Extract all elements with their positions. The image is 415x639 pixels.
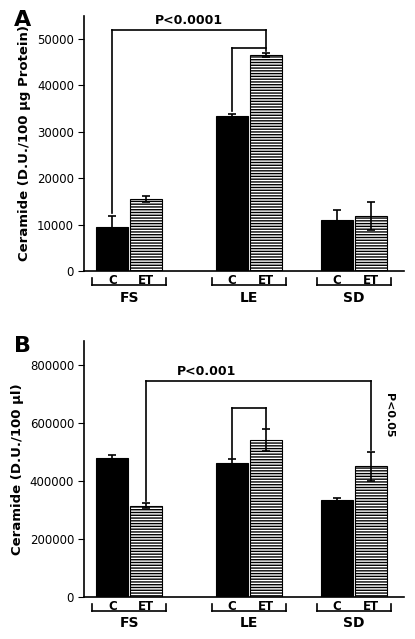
Text: P<0.05: P<0.05: [384, 394, 394, 438]
Bar: [355, 466, 387, 597]
Text: FS: FS: [120, 616, 139, 630]
Bar: [130, 505, 162, 597]
Bar: [216, 463, 248, 597]
Bar: [321, 220, 353, 272]
Bar: [250, 440, 282, 597]
Y-axis label: Ceramide (D.U./100 μg Protein): Ceramide (D.U./100 μg Protein): [19, 26, 32, 261]
Text: SD: SD: [343, 616, 365, 630]
Bar: [130, 199, 162, 272]
Text: SD: SD: [343, 291, 365, 305]
Bar: [250, 55, 282, 272]
Bar: [321, 500, 353, 597]
Text: A: A: [14, 10, 32, 31]
Text: FS: FS: [120, 291, 139, 305]
Text: B: B: [14, 336, 31, 356]
Bar: [96, 458, 128, 597]
Bar: [355, 215, 387, 272]
Text: LE: LE: [240, 616, 259, 630]
Bar: [216, 116, 248, 272]
Bar: [96, 227, 128, 272]
Text: LE: LE: [240, 291, 259, 305]
Text: P<0.001: P<0.001: [176, 366, 236, 378]
Y-axis label: Ceramide (D.U./100 μl): Ceramide (D.U./100 μl): [11, 383, 24, 555]
Text: P<0.0001: P<0.0001: [155, 14, 223, 27]
